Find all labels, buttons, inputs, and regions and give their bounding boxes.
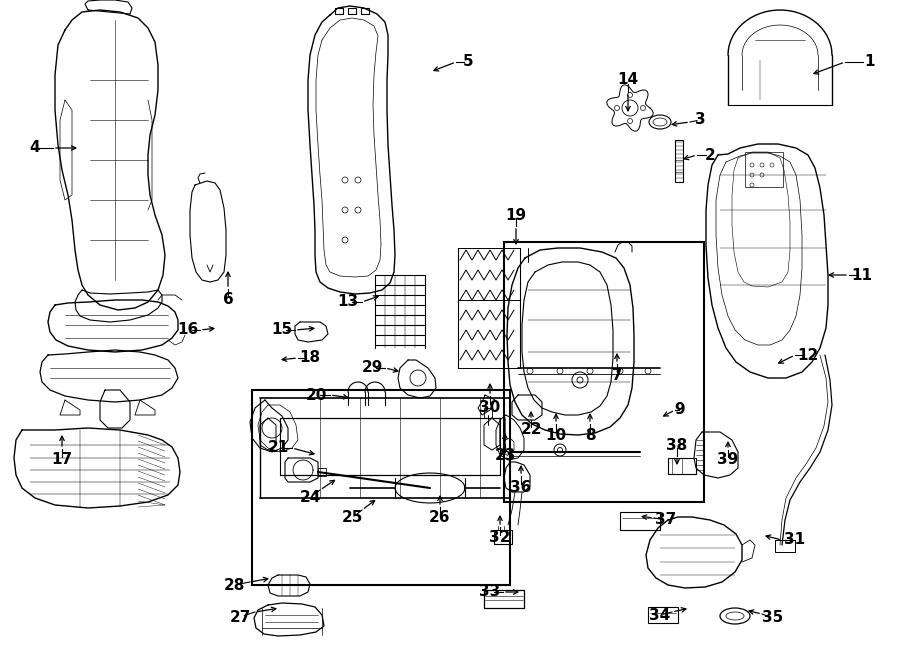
Text: 25: 25 [341,510,363,525]
Text: 19: 19 [506,208,526,223]
Text: 35: 35 [762,611,784,625]
Text: 11: 11 [851,268,872,282]
Text: 15: 15 [272,323,292,338]
Text: 36: 36 [510,479,532,494]
Text: 8: 8 [585,428,595,442]
Text: 30: 30 [480,401,500,416]
Bar [775,540,795,552]
Bar [484,408,492,418]
Text: 13: 13 [338,295,358,309]
Text: 32: 32 [490,531,510,545]
Text: 34: 34 [650,607,670,623]
Text: 5: 5 [463,54,473,69]
Text: 27: 27 [230,609,251,625]
Text: 6: 6 [222,293,233,307]
Bar [348,8,356,14]
Bar [504,242,704,502]
Text: 18: 18 [300,350,320,366]
Text: 12: 12 [797,348,819,362]
Text: 14: 14 [617,73,639,87]
Text: 23: 23 [494,447,516,463]
Polygon shape [395,473,465,503]
Text: 3: 3 [695,112,706,128]
Text: 28: 28 [223,578,245,592]
Text: 39: 39 [717,453,739,467]
Text: 10: 10 [545,428,567,442]
Bar [252,390,510,585]
Text: 16: 16 [177,323,199,338]
Bar [668,458,696,474]
Bar [675,140,683,182]
Text: 21: 21 [267,440,289,455]
Text: 2: 2 [705,147,716,163]
Text: 38: 38 [666,438,688,453]
Bar [620,512,660,530]
Bar [494,530,512,544]
Text: 37: 37 [655,512,677,527]
Bar [745,152,783,187]
Bar [318,468,326,476]
Bar [484,590,524,608]
Text: 20: 20 [305,387,327,403]
Text: 17: 17 [51,453,73,467]
Text: 29: 29 [361,360,382,375]
Bar [335,8,343,14]
Bar [648,607,678,623]
Text: 1: 1 [865,54,875,69]
Text: 33: 33 [480,584,500,600]
Text: 4: 4 [30,141,40,155]
Text: 26: 26 [429,510,451,525]
Text: 9: 9 [675,403,685,418]
Text: 24: 24 [300,490,320,504]
Text: 22: 22 [520,422,542,438]
Text: 7: 7 [612,368,622,383]
Text: 31: 31 [785,533,806,547]
Bar [361,8,369,14]
